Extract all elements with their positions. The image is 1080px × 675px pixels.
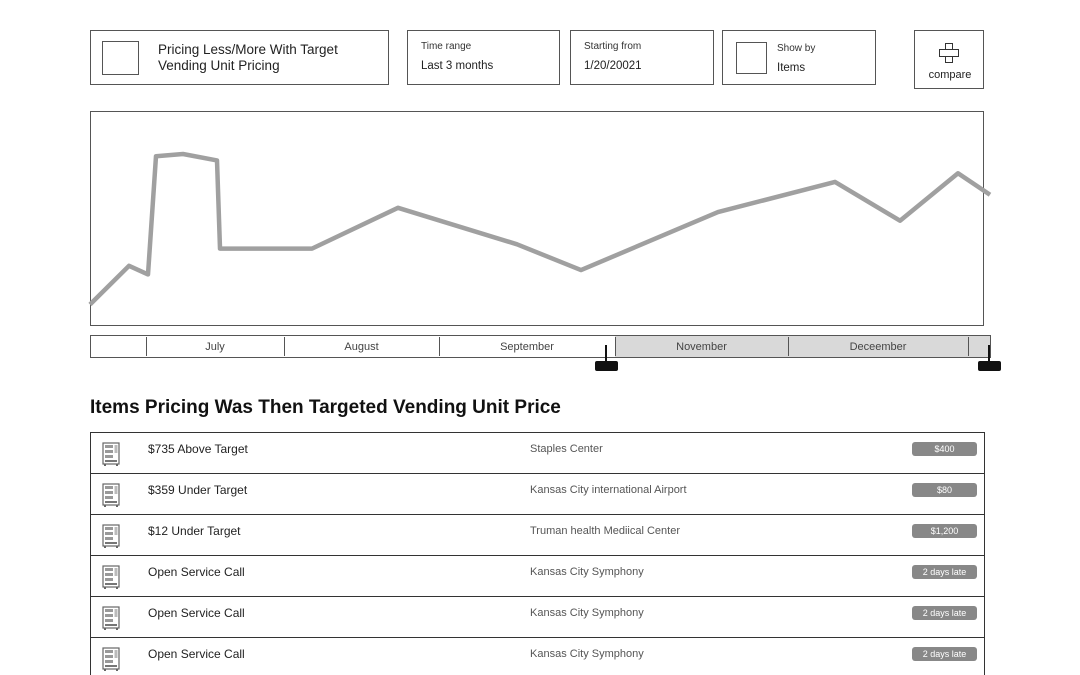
item-title: Open Service Call — [148, 606, 245, 620]
items-list: $735 Above Target Staples Center $400 $3… — [90, 432, 985, 675]
range-end-handle-stem — [988, 345, 990, 362]
timeline-month-november[interactable]: November — [676, 341, 727, 353]
list-item[interactable]: Open Service Call Kansas City Symphony 2… — [90, 596, 985, 638]
timeline-month-september[interactable]: September — [500, 341, 554, 353]
timeline-divider — [615, 337, 616, 356]
item-location: Staples Center — [530, 443, 603, 455]
pricing-filter-card[interactable]: Pricing Less/More With Target Vending Un… — [90, 30, 389, 85]
timeline-divider — [284, 337, 285, 356]
item-location: Kansas City Symphony — [530, 607, 644, 619]
timeline-month-december[interactable]: Deceember — [849, 341, 907, 353]
timeline-divider — [439, 337, 440, 356]
timeline-divider — [788, 337, 789, 356]
timeline-divider — [146, 337, 147, 356]
item-location: Kansas City international Airport — [530, 484, 687, 496]
timeline-month-july[interactable]: July — [205, 341, 225, 353]
list-item[interactable]: Open Service Call Kansas City Symphony 2… — [90, 637, 985, 675]
starting-from-value: 1/20/20021 — [584, 60, 642, 72]
vending-machine-icon — [102, 647, 120, 671]
time-range-selector[interactable]: Time range Last 3 months — [407, 30, 560, 85]
pricing-filter-checkbox[interactable] — [102, 41, 139, 75]
list-item[interactable]: Open Service Call Kansas City Symphony 2… — [90, 555, 985, 597]
list-item[interactable]: $12 Under Target Truman health Mediical … — [90, 514, 985, 556]
item-badge: 2 days late — [912, 565, 977, 579]
show-by-label: Show by — [777, 43, 816, 54]
vending-machine-icon — [102, 524, 120, 548]
show-by-value: Items — [777, 62, 806, 74]
range-end-handle[interactable] — [978, 361, 1001, 371]
show-by-selector[interactable]: Show by Items — [722, 30, 876, 85]
item-title: $359 Under Target — [148, 483, 248, 497]
item-title: Open Service Call — [148, 647, 245, 661]
show-by-checkbox[interactable] — [736, 42, 767, 74]
item-badge: 2 days late — [912, 647, 977, 661]
item-location: Kansas City Symphony — [530, 566, 644, 578]
list-item[interactable]: $735 Above Target Staples Center $400 — [90, 432, 985, 474]
vending-machine-icon — [102, 606, 120, 630]
item-badge: $80 — [912, 483, 977, 497]
item-badge: $400 — [912, 442, 977, 456]
item-location: Truman health Mediical Center — [530, 525, 680, 537]
vending-machine-icon — [102, 442, 120, 466]
time-range-value: Last 3 months — [421, 60, 494, 72]
plus-icon — [939, 43, 959, 63]
item-location: Kansas City Symphony — [530, 648, 644, 660]
range-start-handle-stem — [605, 345, 607, 362]
list-item[interactable]: $359 Under Target Kansas City internatio… — [90, 473, 985, 515]
range-start-handle[interactable] — [595, 361, 618, 371]
timeline-divider — [968, 337, 969, 356]
item-title: $735 Above Target — [148, 442, 248, 456]
vending-machine-icon — [102, 483, 120, 507]
timeline-selected-range[interactable] — [615, 336, 990, 357]
starting-from-field[interactable]: Starting from 1/20/20021 — [570, 30, 714, 85]
timeline-month-august[interactable]: August — [344, 341, 379, 353]
vending-machine-icon — [102, 565, 120, 589]
pricing-filter-label: Pricing Less/More With Target Vending Un… — [158, 42, 338, 73]
item-badge: $1,200 — [912, 524, 977, 538]
compare-label: compare — [928, 69, 972, 81]
chart-frame — [90, 111, 984, 326]
section-title: Items Pricing Was Then Targeted Vending … — [90, 397, 561, 418]
starting-from-label: Starting from — [584, 41, 642, 52]
compare-button[interactable]: compare — [914, 30, 984, 89]
item-badge: 2 days late — [912, 606, 977, 620]
time-range-label: Time range — [421, 41, 472, 52]
item-title: Open Service Call — [148, 565, 245, 579]
item-title: $12 Under Target — [148, 524, 241, 538]
